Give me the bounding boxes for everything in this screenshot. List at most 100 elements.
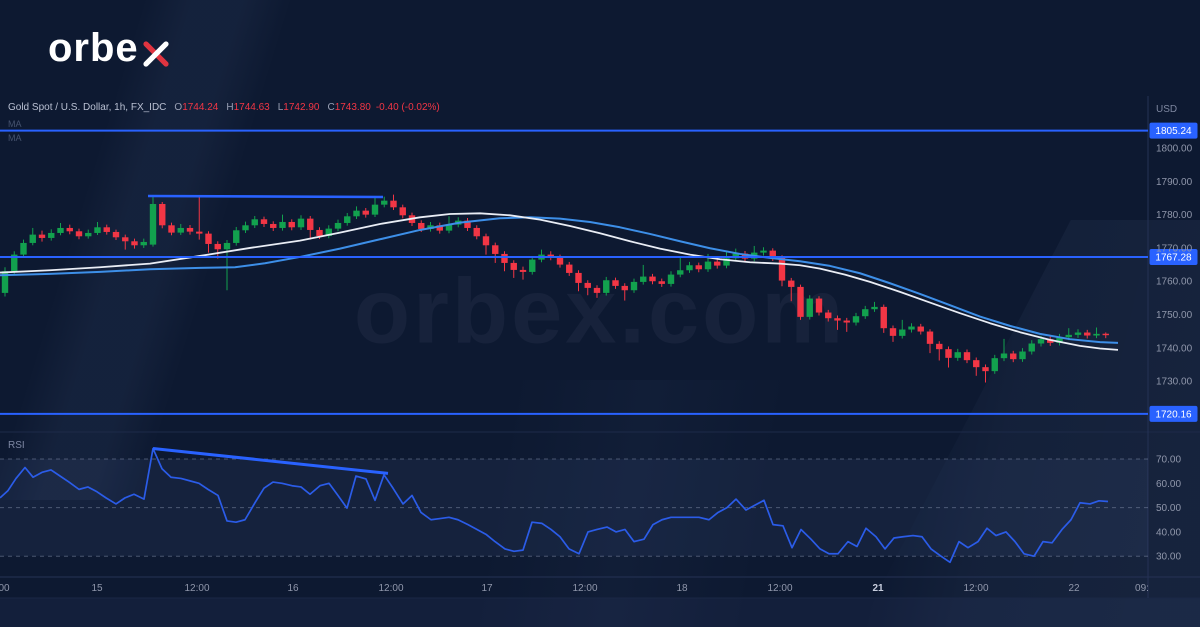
candle [538, 249, 545, 263]
time-axis-tick[interactable]: 12:00 [378, 583, 403, 594]
candle-body [75, 231, 83, 237]
candle [714, 258, 721, 269]
time-axis-tick[interactable]: 12:00 [572, 583, 597, 594]
candle [1074, 329, 1082, 338]
candle [242, 221, 249, 233]
candle-body [353, 210, 360, 217]
time-axis-tick[interactable]: 09: [1135, 583, 1149, 594]
time-axis-tick[interactable]: 12:00 [963, 583, 988, 594]
candle-body [982, 367, 989, 372]
candle-body [20, 242, 27, 255]
time-axis-tick[interactable]: 15 [91, 583, 103, 594]
candle [566, 261, 573, 276]
candle [122, 234, 129, 250]
candle [251, 215, 258, 228]
candle [223, 239, 231, 291]
time-axis-tick[interactable]: 17 [481, 583, 493, 594]
time-axis-tick[interactable]: 12:00 [767, 583, 792, 594]
candle [926, 329, 934, 354]
symbol-title[interactable]: Gold Spot / U.S. Dollar, 1h, FX_IDC [8, 102, 167, 113]
time-axis-tick[interactable]: 18 [676, 583, 688, 594]
candle [640, 264, 647, 285]
candle [66, 224, 73, 235]
rsi-band [0, 459, 1148, 557]
candle-body [834, 318, 841, 321]
orbex-logo: orbe [48, 28, 171, 68]
candle-body [325, 228, 332, 236]
close-label: C [327, 102, 335, 113]
candle-body [880, 306, 887, 329]
price-axis-tick[interactable]: 1790.00 [1156, 177, 1193, 188]
rsi-indicator-label[interactable]: RSI [8, 440, 25, 451]
candle-body [103, 227, 110, 232]
candle-body [575, 272, 582, 283]
price-level-badge-text: 1767.28 [1155, 253, 1192, 264]
low-value: 1742.90 [283, 102, 320, 113]
candle-body [806, 298, 813, 317]
candle-body [1037, 339, 1045, 344]
candle [11, 251, 18, 274]
candle-body [399, 207, 406, 216]
ma-indicator-label-1[interactable]: MA [8, 119, 22, 129]
candle [85, 229, 92, 239]
candle-body [29, 234, 36, 243]
candle-body [334, 222, 342, 229]
candle-body [140, 241, 147, 246]
candle-body [732, 253, 739, 259]
candle-body [686, 265, 693, 271]
time-axis-tick[interactable]: 00 [0, 583, 10, 594]
price-axis-tick[interactable]: 1730.00 [1156, 377, 1193, 388]
candles-layer [1, 194, 1109, 383]
candle [1056, 333, 1063, 346]
candle [917, 323, 924, 335]
rsi-axis-tick[interactable]: 30.00 [1156, 552, 1181, 563]
candle-body [519, 269, 527, 272]
price-axis-tick[interactable]: 1800.00 [1156, 144, 1193, 155]
candle-body [1028, 343, 1035, 352]
symbol-header[interactable]: Gold Spot / U.S. Dollar, 1h, FX_IDC O174… [8, 102, 440, 113]
candle-body [640, 276, 647, 282]
candle [945, 346, 952, 368]
candle-body [871, 306, 878, 310]
candle [547, 251, 554, 261]
resistance-trendline[interactable] [147, 194, 384, 199]
candle [1019, 348, 1026, 362]
rsi-axis-tick[interactable]: 70.00 [1156, 455, 1181, 466]
candle-body [991, 358, 998, 372]
candle-body [279, 221, 286, 228]
candle-body [1019, 351, 1026, 360]
ma-white-line [0, 212, 1119, 351]
ma-indicator-label-2[interactable]: MA [8, 133, 22, 143]
candle-body [936, 343, 943, 350]
candle-body [214, 243, 221, 250]
rsi-trendline[interactable] [152, 447, 389, 475]
candle [177, 223, 184, 235]
price-axis-tick[interactable]: 1770.00 [1156, 243, 1193, 254]
candle [1000, 338, 1008, 362]
candle-body [917, 326, 924, 332]
time-axis-tick[interactable]: 12:00 [184, 583, 209, 594]
time-axis-tick[interactable]: 21 [872, 583, 884, 594]
candle-body [362, 210, 369, 215]
candle [575, 270, 582, 292]
candle-body [371, 204, 379, 215]
rsi-axis-tick[interactable]: 60.00 [1156, 479, 1181, 490]
candle [815, 296, 823, 316]
time-axis-tick[interactable]: 22 [1068, 583, 1080, 594]
candle-body [131, 241, 138, 246]
candle-body [566, 264, 573, 273]
candle-body [852, 316, 860, 323]
rsi-axis-tick[interactable]: 50.00 [1156, 503, 1181, 514]
candle [880, 304, 887, 333]
price-axis-tick[interactable]: 1740.00 [1156, 343, 1193, 354]
rsi-axis-tick[interactable]: 40.00 [1156, 527, 1181, 538]
candle-body [251, 219, 258, 226]
time-axis-tick[interactable]: 16 [287, 583, 299, 594]
candle-body [954, 352, 961, 358]
price-axis-tick[interactable]: 1780.00 [1156, 210, 1193, 221]
price-axis-tick[interactable]: 1760.00 [1156, 277, 1193, 288]
candle [140, 238, 147, 248]
price-axis-tick[interactable]: 1750.00 [1156, 310, 1193, 321]
candle [519, 266, 527, 280]
